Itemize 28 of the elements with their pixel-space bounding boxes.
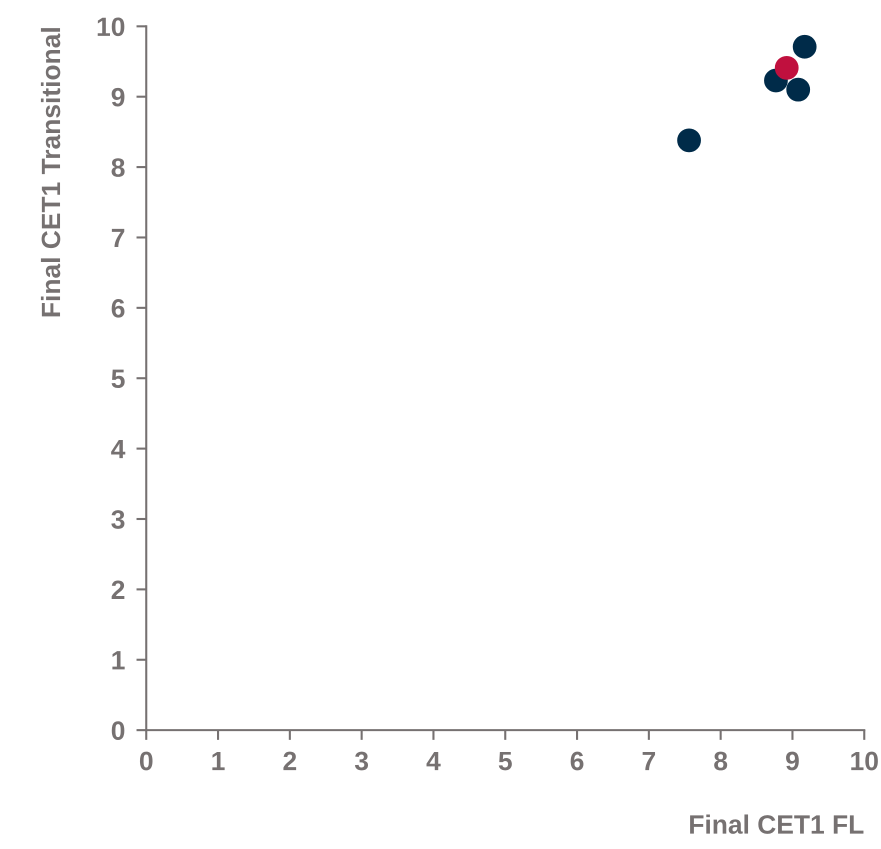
y-tick-label: 8 xyxy=(112,158,125,177)
x-tick-label: 4 xyxy=(426,752,441,770)
x-tick-label: 9 xyxy=(786,752,799,770)
x-axis-title: Final CET1 FL xyxy=(690,814,864,834)
x-tick-label: 2 xyxy=(283,752,296,770)
x-tick-label: 3 xyxy=(354,752,368,770)
x-tick-label: 5 xyxy=(498,752,512,770)
y-axis-title: Final CET1 Transitional xyxy=(40,28,60,316)
x-tick-label: 0 xyxy=(140,752,153,770)
y-tick-label: 7 xyxy=(112,228,124,248)
y-tick-label: 1 xyxy=(112,651,125,670)
y-tick-label: 0 xyxy=(112,721,124,740)
y-tick-label: 5 xyxy=(112,370,125,388)
y-tick-label: 4 xyxy=(111,440,126,458)
y-tick-label: 2 xyxy=(112,580,124,599)
point xyxy=(677,128,701,152)
y-tick-label: 9 xyxy=(112,88,124,107)
y-tick-label: 3 xyxy=(111,510,124,529)
x-tick-label: 1 xyxy=(212,752,225,770)
y-tick-label: 6 xyxy=(112,298,124,318)
point xyxy=(792,34,817,59)
point xyxy=(786,78,810,102)
x-tick-label: 6 xyxy=(570,752,584,770)
y-tick-label: 10 xyxy=(98,17,124,36)
x-tick-label: 8 xyxy=(714,752,728,770)
point xyxy=(774,56,799,80)
x-tick-label: 7 xyxy=(642,752,656,770)
x-tick-label: 10 xyxy=(851,752,878,770)
